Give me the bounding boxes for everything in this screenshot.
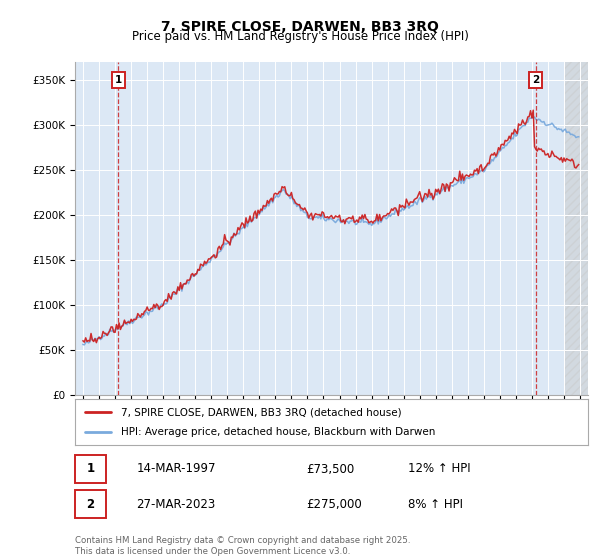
Text: 2: 2 — [86, 498, 94, 511]
Text: £73,500: £73,500 — [306, 463, 354, 475]
Text: Price paid vs. HM Land Registry's House Price Index (HPI): Price paid vs. HM Land Registry's House … — [131, 30, 469, 43]
Text: 7, SPIRE CLOSE, DARWEN, BB3 3RQ: 7, SPIRE CLOSE, DARWEN, BB3 3RQ — [161, 20, 439, 34]
Text: 27-MAR-2023: 27-MAR-2023 — [137, 498, 216, 511]
Bar — [75, 455, 106, 483]
Text: 12% ↑ HPI: 12% ↑ HPI — [409, 463, 471, 475]
Text: 8% ↑ HPI: 8% ↑ HPI — [409, 498, 463, 511]
Text: HPI: Average price, detached house, Blackburn with Darwen: HPI: Average price, detached house, Blac… — [121, 427, 436, 437]
Text: 2: 2 — [532, 74, 539, 85]
Text: 14-MAR-1997: 14-MAR-1997 — [137, 463, 216, 475]
Bar — [75, 491, 106, 518]
Text: 7, SPIRE CLOSE, DARWEN, BB3 3RQ (detached house): 7, SPIRE CLOSE, DARWEN, BB3 3RQ (detache… — [121, 407, 402, 417]
Text: Contains HM Land Registry data © Crown copyright and database right 2025.
This d: Contains HM Land Registry data © Crown c… — [75, 536, 410, 556]
Text: £275,000: £275,000 — [306, 498, 362, 511]
Text: 1: 1 — [86, 463, 94, 475]
Text: 1: 1 — [115, 74, 122, 85]
Bar — [564, 62, 600, 395]
